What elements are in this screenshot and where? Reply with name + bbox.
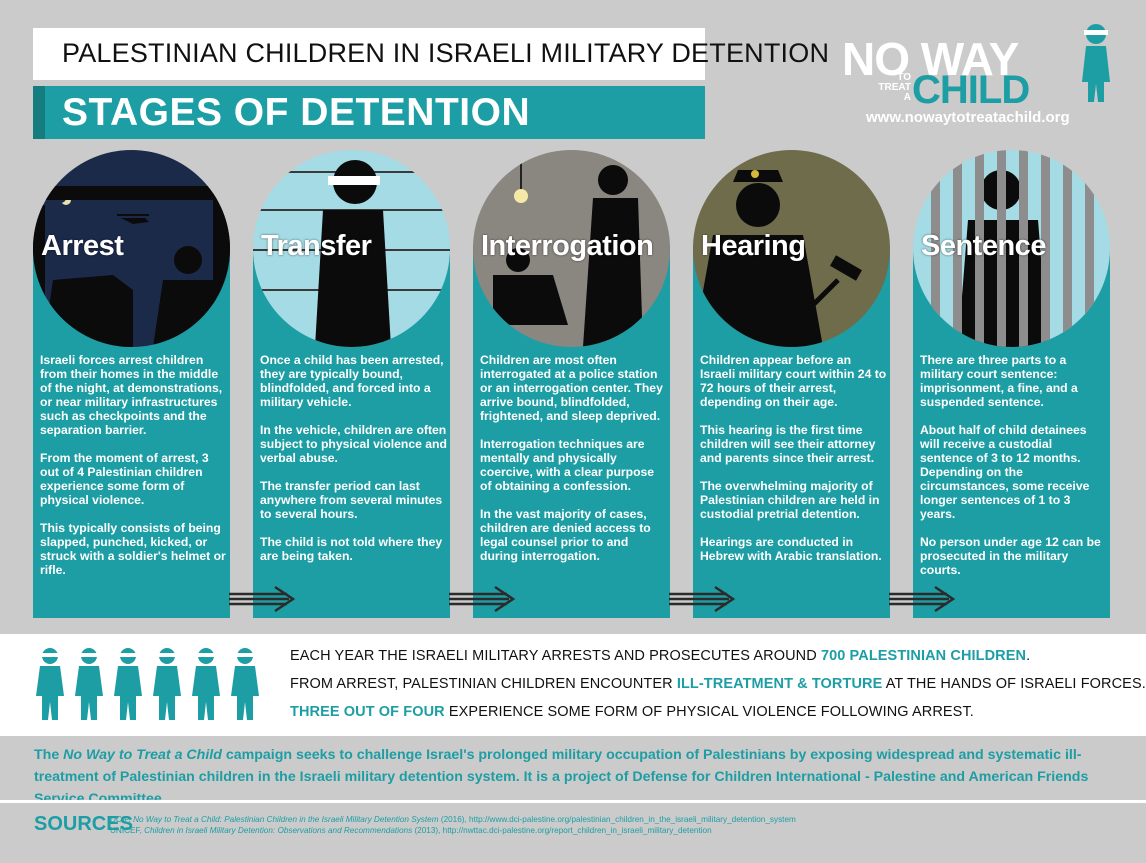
stat-highlight: 700 PALESTINIAN CHILDREN bbox=[820, 648, 1027, 664]
stage-label: Sentence bbox=[921, 230, 1046, 262]
stage-body: Children are most often interrogated at … bbox=[480, 353, 668, 577]
transfer-illustration: Transfer bbox=[253, 150, 450, 347]
logo-line1: NO WAY bbox=[842, 33, 1019, 85]
source-item: DCIP, No Way to Treat a Child: Palestini… bbox=[110, 814, 796, 825]
stage-paragraph: In the vehicle, children are often subje… bbox=[260, 423, 447, 465]
stage-paragraph: Children are most often interrogated at … bbox=[480, 353, 663, 423]
stage-paragraph: Interrogation techniques are mentally an… bbox=[480, 437, 655, 493]
stage-paragraph: The child is not told where they are bei… bbox=[260, 535, 443, 563]
sources-list: DCIP, No Way to Treat a Child: Palestini… bbox=[110, 814, 796, 836]
stage-sentence: Sentence There are three parts to a mili… bbox=[913, 150, 1110, 618]
page-subtitle: STAGES OF DETENTION bbox=[62, 91, 531, 134]
stage-paragraph: Once a child has been arrested, they are… bbox=[260, 353, 444, 409]
campaign-text: campaign seeks to challenge Israel's pro… bbox=[34, 747, 1089, 807]
source-author: DCIP, bbox=[110, 815, 134, 824]
source-author: UNICEF, bbox=[110, 826, 145, 835]
stage-body: Children appear before an Israeli milita… bbox=[700, 353, 888, 577]
stage-paragraph: The transfer period can last anywhere fr… bbox=[260, 479, 443, 521]
arrow-right-icon bbox=[669, 585, 736, 613]
stage-paragraph: There are three parts to a military cour… bbox=[920, 353, 1078, 409]
stage-paragraph: This typically consists of being slapped… bbox=[40, 521, 226, 577]
logo-small-text: TO TREAT A bbox=[869, 73, 911, 103]
page-title: PALESTINIAN CHILDREN IN ISRAELI MILITARY… bbox=[62, 38, 830, 68]
stage-paragraph: From the moment of arrest, 3 out of 4 Pa… bbox=[40, 451, 209, 507]
hearing-illustration: Hearing bbox=[693, 150, 890, 347]
stat-text: EXPERIENCE SOME FORM OF PHYSICAL VIOLENC… bbox=[444, 704, 974, 720]
interrogation-illustration: Interrogation bbox=[473, 150, 670, 347]
arrow-right-icon bbox=[449, 585, 516, 613]
stage-interrogation: Interrogation Children are most often in… bbox=[473, 150, 670, 618]
logo-treat: TREAT bbox=[878, 82, 911, 93]
stage-body: There are three parts to a military cour… bbox=[920, 353, 1108, 591]
campaign-text: The bbox=[34, 747, 64, 763]
arrow-right-icon bbox=[229, 585, 296, 613]
stage-body: Once a child has been arrested, they are… bbox=[260, 353, 448, 577]
stat-line-3: THREE OUT OF FOUR EXPERIENCE SOME FORM O… bbox=[290, 704, 974, 720]
stat-highlight: THREE OUT OF FOUR bbox=[290, 704, 445, 720]
stage-paragraph: About half of child detainees will recei… bbox=[920, 423, 1090, 521]
stage-paragraph: Israeli forces arrest children from thei… bbox=[40, 353, 223, 437]
stage-transfer: Transfer Once a child has been arrested,… bbox=[253, 150, 450, 618]
divider bbox=[0, 800, 1146, 803]
subtitle-accent bbox=[33, 86, 45, 139]
stat-line-2: FROM ARREST, PALESTINIAN CHILDREN ENCOUN… bbox=[290, 676, 1146, 692]
source-title: Children in Israeli Military Detention: … bbox=[144, 826, 413, 835]
campaign-statement: The No Way to Treat a Child campaign see… bbox=[34, 744, 1116, 810]
stage-label: Transfer bbox=[261, 230, 372, 262]
stage-paragraph: In the vast majority of cases, children … bbox=[480, 507, 651, 563]
stats-band bbox=[0, 634, 1146, 736]
source-title: No Way to Treat a Child: Palestinian Chi… bbox=[133, 815, 439, 824]
stat-text: FROM ARREST, PALESTINIAN CHILDREN ENCOUN… bbox=[290, 676, 677, 692]
logo-a: A bbox=[903, 92, 911, 103]
stat-text: AT THE HANDS OF ISRAELI FORCES. bbox=[882, 676, 1146, 692]
title-bar bbox=[33, 28, 705, 80]
stage-paragraph: This hearing is the first time children … bbox=[700, 423, 876, 465]
logo-line2: CHILD bbox=[912, 68, 1030, 112]
website-link[interactable]: www.nowaytotreatachild.org bbox=[866, 109, 1070, 126]
stage-label: Hearing bbox=[701, 230, 806, 262]
logo-to: TO bbox=[897, 72, 911, 83]
stat-text: . bbox=[1026, 648, 1031, 664]
stage-label: Interrogation bbox=[481, 230, 654, 262]
subtitle-bar bbox=[33, 86, 705, 139]
source-item: UNICEF, Children in Israeli Military Det… bbox=[110, 825, 796, 836]
arrest-illustration: Arrest bbox=[33, 150, 230, 347]
sentence-illustration: Sentence bbox=[913, 150, 1110, 347]
stat-line-1: EACH YEAR THE ISRAELI MILITARY ARRESTS A… bbox=[290, 648, 1030, 664]
stage-label: Arrest bbox=[41, 230, 124, 262]
source-link[interactable]: (2016), http://www.dci-palestine.org/pal… bbox=[438, 815, 796, 824]
sources-label: SOURCES bbox=[34, 813, 133, 835]
stat-highlight: ILL-TREATMENT & TORTURE bbox=[676, 676, 883, 692]
campaign-name: No Way to Treat a Child bbox=[63, 747, 222, 763]
stage-paragraph: The overwhelming majority of Palestinian… bbox=[700, 479, 880, 521]
blindfolded-child-icon bbox=[1082, 24, 1110, 102]
source-link[interactable]: (2013), http://nwttac.dci-palestine.org/… bbox=[412, 826, 712, 835]
stage-arrest: Arrest Israeli forces arrest children fr… bbox=[33, 150, 230, 618]
stage-hearing: Hearing Children appear before an Israel… bbox=[693, 150, 890, 618]
children-figures-icon bbox=[36, 648, 259, 720]
stat-text: EACH YEAR THE ISRAELI MILITARY ARRESTS A… bbox=[290, 648, 821, 664]
stage-paragraph: Children appear before an Israeli milita… bbox=[700, 353, 887, 409]
stage-paragraph: No person under age 12 can be prosecuted… bbox=[920, 535, 1101, 577]
stage-body: Israeli forces arrest children from thei… bbox=[40, 353, 228, 591]
stage-paragraph: Hearings are conducted in Hebrew with Ar… bbox=[700, 535, 882, 563]
arrow-right-icon bbox=[889, 585, 956, 613]
